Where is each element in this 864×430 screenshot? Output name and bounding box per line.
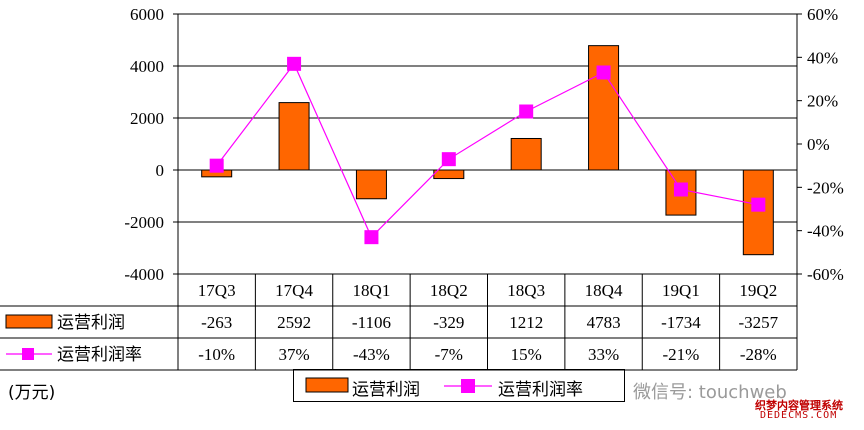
margin-line xyxy=(216,62,759,239)
row-label-line: 运营利润率 xyxy=(57,345,142,365)
line-point xyxy=(519,104,534,119)
right-axis-tick-label: 0% xyxy=(807,135,830,154)
line-point xyxy=(287,56,302,71)
line-point xyxy=(364,230,379,245)
category-label: 18Q4 xyxy=(585,281,623,300)
bar xyxy=(278,102,310,171)
right-axis-tick-label: 60% xyxy=(807,5,838,24)
watermark-logo: 织梦内容管理系统 xyxy=(755,399,843,412)
unit-label: (万元) xyxy=(8,383,56,403)
watermark-site: DEDECMS.COM xyxy=(760,410,838,421)
data-label-line: 37% xyxy=(278,345,309,364)
data-label-line: -28% xyxy=(740,345,777,364)
data-label-bar: 2592 xyxy=(277,313,311,332)
category-label: 17Q3 xyxy=(198,281,236,300)
right-axis-tick-label: 20% xyxy=(807,92,838,111)
category-label: 18Q2 xyxy=(430,281,468,300)
legend-bar-swatch xyxy=(305,377,349,393)
data-label-bar: 1212 xyxy=(509,313,543,332)
data-label-line: -43% xyxy=(353,345,390,364)
data-label-line: -21% xyxy=(663,345,700,364)
data-label-line: 15% xyxy=(511,345,542,364)
left-axis-tick-label: 6000 xyxy=(130,5,164,24)
right-axis-tick-label: -40% xyxy=(807,222,844,241)
watermark-text: 微信号: touchweb xyxy=(633,382,787,403)
data-label-line: -10% xyxy=(198,345,235,364)
bar xyxy=(742,169,774,256)
left-axis-tick-label: 2000 xyxy=(130,109,164,128)
row-bar-swatch xyxy=(5,314,53,329)
bar xyxy=(355,169,387,200)
bar xyxy=(588,45,620,171)
data-label-bar: -1734 xyxy=(661,313,701,332)
row-line-marker xyxy=(22,348,34,360)
data-label-bar: -263 xyxy=(201,313,232,332)
data-label-bar: 4783 xyxy=(587,313,621,332)
category-label: 19Q1 xyxy=(662,281,700,300)
category-label: 17Q4 xyxy=(275,281,313,300)
left-axis-tick-label: -2000 xyxy=(124,213,164,232)
legend: 运营利润 运营利润率 xyxy=(293,369,625,402)
category-label: 18Q1 xyxy=(353,281,391,300)
line-point xyxy=(751,197,766,212)
row-label-bar: 运营利润 xyxy=(57,313,125,333)
legend-label-line: 运营利润率 xyxy=(498,380,583,400)
legend-line-marker xyxy=(461,379,475,393)
category-label: 19Q2 xyxy=(739,281,777,300)
data-label-line: -7% xyxy=(435,345,463,364)
bar xyxy=(433,169,465,180)
right-axis-tick-label: -60% xyxy=(807,265,844,284)
right-axis-tick-label: 40% xyxy=(807,48,838,67)
right-axis-tick-label: -20% xyxy=(807,178,844,197)
line-point xyxy=(209,158,224,173)
category-label: 18Q3 xyxy=(507,281,545,300)
data-label-bar: -329 xyxy=(433,313,464,332)
left-axis-tick-label: 0 xyxy=(156,161,165,180)
data-label-line: 33% xyxy=(588,345,619,364)
line-point xyxy=(673,182,688,197)
data-label-bar: -1106 xyxy=(352,313,391,332)
legend-label-bar: 运营利润 xyxy=(352,380,420,400)
legend-swatches xyxy=(305,377,492,393)
data-label-bar: -3257 xyxy=(738,313,778,332)
left-axis-tick-label: -4000 xyxy=(124,265,164,284)
line-point xyxy=(441,152,456,167)
left-axis-tick-label: 4000 xyxy=(130,57,164,76)
bar xyxy=(510,137,542,171)
line-point xyxy=(596,65,611,80)
